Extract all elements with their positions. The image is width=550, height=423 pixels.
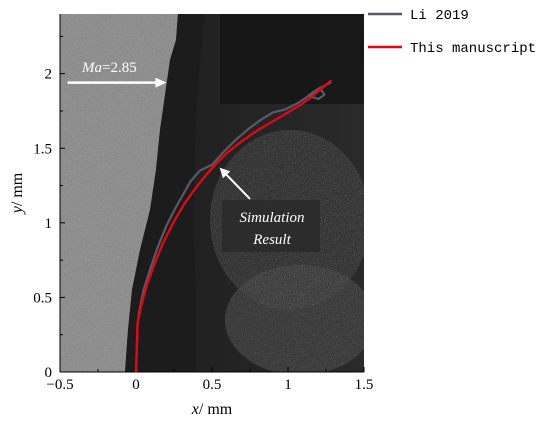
ma-symbol: Ma	[81, 60, 102, 76]
simulation-label-line1: Simulation	[239, 210, 304, 226]
y-tick-label: 0.5	[33, 290, 52, 306]
series-layer	[134, 79, 332, 372]
ma-arrowhead	[155, 77, 167, 88]
y-tick-label: 0	[45, 365, 53, 381]
legend: Li 2019 This manuscript	[368, 8, 536, 57]
simulation-label-box	[222, 200, 320, 252]
ma-annotation: Ma=2.85	[67, 60, 167, 88]
legend-label-li-2019: Li 2019	[410, 8, 469, 24]
ma-value: =2.85	[102, 60, 137, 76]
y-tick-label: 2	[45, 67, 53, 83]
simulation-arrow	[225, 174, 251, 200]
ma-label: Ma=2.85	[81, 60, 137, 76]
x-tick-label: 0	[132, 377, 140, 393]
x-tick-label: 1	[284, 377, 292, 393]
series-line-li-2019	[134, 81, 332, 372]
y-ticks: 0 0.5 1 1.5 2	[33, 35, 65, 381]
simulation-label-line2: Result	[252, 232, 291, 248]
simulation-arrowhead	[219, 167, 231, 179]
legend-label-this-manuscript: This manuscript	[410, 41, 536, 57]
x-axis-title: x/ mm	[191, 401, 233, 418]
x-tick-label: 0.5	[203, 377, 222, 393]
series-line-this-manuscript	[134, 79, 332, 372]
simulation-annotation: Simulation Result	[219, 167, 320, 252]
x-tick-label: 1.5	[355, 377, 374, 393]
x-ticks: −0.5 0 0.5 1 1.5	[46, 367, 373, 393]
y-axis-title: y/ mm	[9, 172, 26, 215]
y-tick-label: 1	[45, 216, 53, 232]
y-tick-label: 1.5	[33, 141, 52, 157]
x-tick-label: −0.5	[46, 377, 73, 393]
